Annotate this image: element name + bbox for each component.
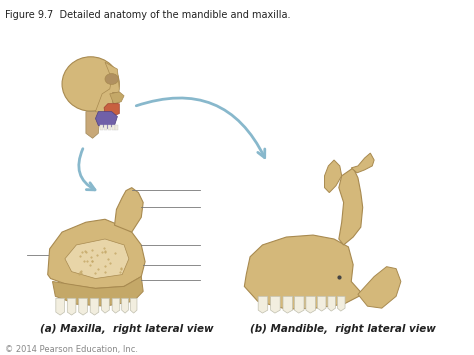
Polygon shape xyxy=(122,298,128,313)
Polygon shape xyxy=(108,125,111,130)
Polygon shape xyxy=(130,298,137,313)
Text: (b) Mandible,  right lateral view: (b) Mandible, right lateral view xyxy=(250,324,436,334)
Polygon shape xyxy=(67,298,76,315)
Text: © 2014 Pearson Education, Inc.: © 2014 Pearson Education, Inc. xyxy=(5,345,138,354)
Polygon shape xyxy=(318,296,326,311)
Polygon shape xyxy=(112,298,120,313)
Polygon shape xyxy=(112,125,115,130)
Polygon shape xyxy=(112,92,119,102)
Polygon shape xyxy=(294,296,304,313)
Ellipse shape xyxy=(105,73,118,84)
Polygon shape xyxy=(271,296,280,313)
Polygon shape xyxy=(48,219,145,288)
Polygon shape xyxy=(337,296,345,311)
Polygon shape xyxy=(53,277,143,306)
Polygon shape xyxy=(325,160,342,193)
Ellipse shape xyxy=(62,57,119,111)
Polygon shape xyxy=(328,296,336,311)
Polygon shape xyxy=(245,235,363,309)
Polygon shape xyxy=(358,267,401,308)
Polygon shape xyxy=(95,62,119,114)
Polygon shape xyxy=(110,92,124,104)
Polygon shape xyxy=(100,125,103,130)
Text: (a) Maxilla,  right lateral view: (a) Maxilla, right lateral view xyxy=(40,324,214,334)
Polygon shape xyxy=(86,111,100,138)
Polygon shape xyxy=(115,188,143,232)
Polygon shape xyxy=(65,239,129,279)
Polygon shape xyxy=(104,125,107,130)
Polygon shape xyxy=(56,298,64,315)
Polygon shape xyxy=(104,104,119,116)
Polygon shape xyxy=(101,298,109,313)
Polygon shape xyxy=(306,296,316,313)
Polygon shape xyxy=(116,125,118,130)
Polygon shape xyxy=(258,296,268,313)
Polygon shape xyxy=(79,298,87,315)
Polygon shape xyxy=(90,298,99,315)
Polygon shape xyxy=(351,153,374,173)
Polygon shape xyxy=(283,296,292,313)
Polygon shape xyxy=(339,168,363,245)
Polygon shape xyxy=(95,111,118,129)
Text: Figure 9.7  Detailed anatomy of the mandible and maxilla.: Figure 9.7 Detailed anatomy of the mandi… xyxy=(5,10,290,20)
